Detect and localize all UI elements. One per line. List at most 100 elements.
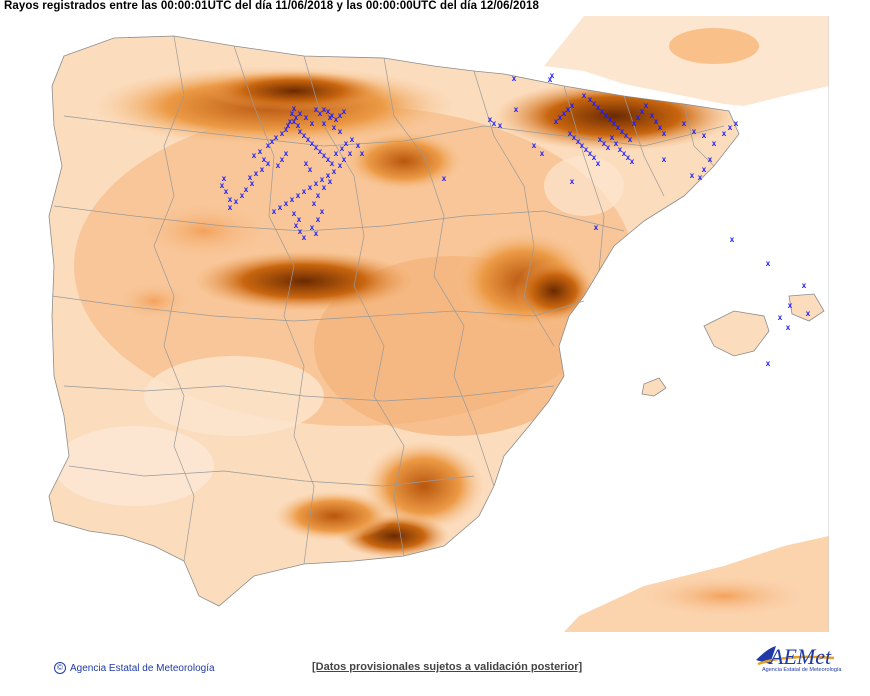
lightning-strike-marker: x [280, 129, 285, 138]
lightning-strike-marker: x [558, 113, 563, 122]
lightning-strike-marker: x [600, 107, 605, 116]
lightning-strike-marker: x [308, 183, 313, 192]
lightning-strike-marker: x [566, 105, 571, 114]
lightning-strike-marker: x [594, 223, 599, 232]
lightning-strike-marker: x [222, 174, 227, 183]
lightning-strike-marker: x [258, 147, 263, 156]
agency-name: Agencia Estatal de Meteorología [70, 662, 215, 674]
lightning-strike-marker: x [260, 165, 265, 174]
lightning-strike-marker: x [588, 149, 593, 158]
lightning-strike-marker: x [616, 123, 621, 132]
lightning-strike-marker: x [338, 127, 343, 136]
lightning-strike-marker: x [690, 171, 695, 180]
lightning-strike-marker: x [606, 143, 611, 152]
balearic-islands [641, 293, 825, 397]
lightning-strike-marker: x [662, 129, 667, 138]
lightning-strike-marker: x [360, 149, 365, 158]
lightning-strike-marker: x [692, 127, 697, 136]
france-land [544, 16, 829, 106]
province-borders [51, 35, 725, 565]
lightning-strike-marker: x [802, 281, 807, 290]
lightning-strike-marker: x [698, 173, 703, 182]
lightning-strike-marker: x [734, 119, 739, 128]
lightning-strike-marker: x [332, 167, 337, 176]
lightning-strike-marker: x [248, 173, 253, 182]
lightning-strike-marker: x [596, 103, 601, 112]
lightning-strike-marker: x [582, 91, 587, 100]
lightning-strike-marker: x [350, 135, 355, 144]
lightning-strike-marker: x [662, 155, 667, 164]
lightning-strike-marker: x [650, 111, 655, 120]
lightning-strike-marker: x [297, 215, 302, 224]
lightning-strike-marker: x [356, 141, 361, 150]
lightning-strike-marker: x [340, 144, 345, 153]
lightning-strike-marker: x [330, 159, 335, 168]
coastline [48, 35, 740, 607]
lightning-strike-marker: x [320, 207, 325, 216]
copyright-icon: © [54, 662, 66, 674]
lightning-strike-marker: x [540, 149, 545, 158]
lightning-strike-marker: x [228, 203, 233, 212]
lightning-strike-marker: x [326, 155, 331, 164]
lightning-strike-marker: x [806, 309, 811, 318]
lightning-strike-marker: x [576, 137, 581, 146]
lightning-strike-marker: x [290, 195, 295, 204]
lightning-strike-marker: x [766, 359, 771, 368]
lightning-strike-marker: x [332, 123, 337, 132]
lightning-strike-marker: x [584, 145, 589, 154]
lightning-strike-marker: x [778, 313, 783, 322]
lightning-strike-marker: x [228, 195, 233, 204]
lightning-strike-marker: x [326, 171, 331, 180]
lightning-strike-marker: x [312, 199, 317, 208]
lightning-strike-marker: x [702, 165, 707, 174]
lightning-strike-marker: x [632, 119, 637, 128]
lightning-strike-marker: x [334, 115, 339, 124]
logo-wordmark: AEMet [768, 644, 832, 669]
lightning-strike-marker: x [292, 209, 297, 218]
lightning-strike-marker: x [618, 145, 623, 154]
lightning-strike-marker: x [498, 121, 503, 130]
disclaimer-link[interactable]: [Datos provisionales sujetos a validació… [312, 661, 583, 673]
iberia-relief [49, 36, 739, 606]
lightning-strike-marker: x [622, 149, 627, 158]
lightning-strike-marker: x [682, 119, 687, 128]
lightning-strike-marker: x [224, 187, 229, 196]
lightning-strike-marker: x [604, 111, 609, 120]
lightning-strike-marker: x [318, 109, 323, 118]
lightning-strike-marker: x [728, 123, 733, 132]
lightning-strike-marker: x [326, 107, 331, 116]
lightning-strike-marker: x [492, 119, 497, 128]
lightning-strike-marker: x [272, 207, 277, 216]
lightning-strike-marker: x [302, 131, 307, 140]
lightning-strike-marker: x [318, 147, 323, 156]
agency-footer: © Agencia Estatal de Meteorología [54, 662, 215, 674]
lightning-strike-marker: x [626, 153, 631, 162]
lightning-strike-marker: x [244, 185, 249, 194]
lightning-strike-marker: x [316, 215, 321, 224]
lightning-strike-marker: x [322, 119, 327, 128]
lightning-strike-marker: x [284, 199, 289, 208]
lightning-strike-marker: x [612, 119, 617, 128]
aemet-logo: AEMet [756, 644, 835, 669]
lightning-strike-marker: x [598, 135, 603, 144]
lightning-strike-marker: x [252, 151, 257, 160]
lightning-strike-marker: x [624, 131, 629, 140]
lightning-strike-marker: x [786, 323, 791, 332]
lightning-strike-marker: x [628, 135, 633, 144]
lightning-strike-marker: x [234, 197, 239, 206]
lightning-strike-marker: x [580, 141, 585, 150]
lightning-strike-marker: x [322, 183, 327, 192]
lightning-strike-marker: x [630, 157, 635, 166]
lightning-strike-marker: x [302, 233, 307, 242]
lightning-strike-marker: x [292, 117, 297, 126]
lightning-strike-marker: x [314, 105, 319, 114]
lightning-strike-marker: x [620, 127, 625, 136]
lightning-strike-marker: x [284, 125, 289, 134]
lightning-strike-marker: x [788, 301, 793, 310]
lightning-strike-marker: x [294, 113, 299, 122]
lightning-strike-marker: x [722, 129, 727, 138]
lightning-strike-marker: x [310, 139, 315, 148]
lightning-strike-marker: x [568, 129, 573, 138]
lightning-strike-marker: x [314, 229, 319, 238]
